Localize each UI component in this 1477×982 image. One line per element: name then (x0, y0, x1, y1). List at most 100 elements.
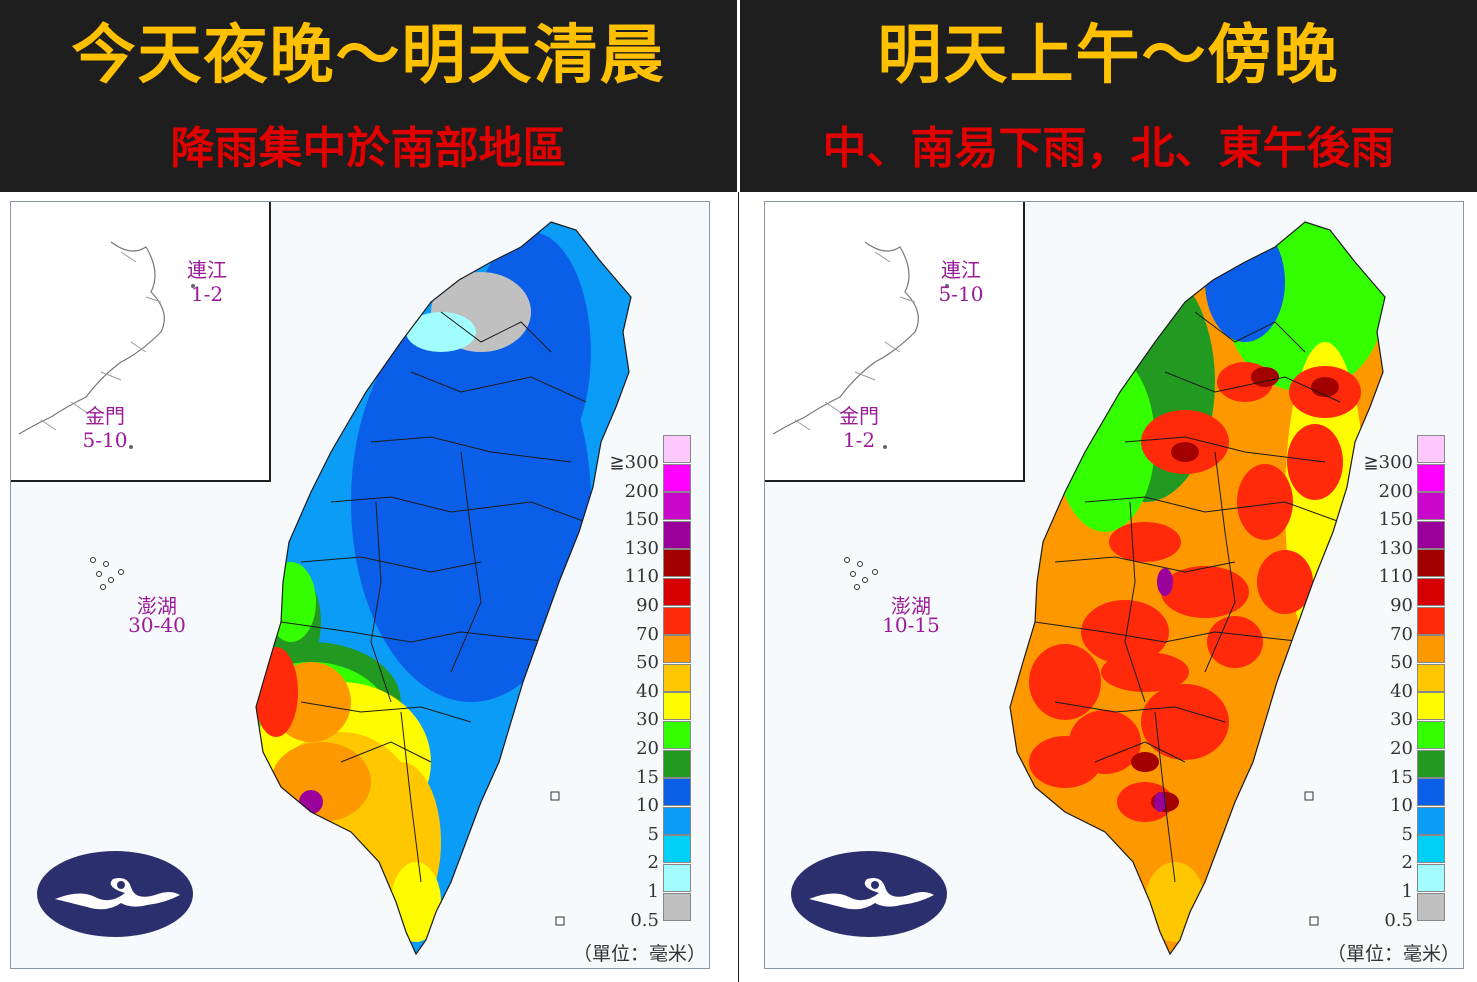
legend-swatch (1417, 892, 1445, 921)
rainfall-area (1131, 752, 1159, 772)
offshore-islands-inset: 連江 1-2 金門 5-10 (11, 202, 271, 482)
legend-swatch (1417, 635, 1445, 664)
offshore-island (1304, 791, 1314, 801)
legend-label: 10 (636, 795, 659, 817)
rainfall-area (1237, 464, 1293, 540)
legend-label: 90 (1390, 595, 1413, 616)
county-border (1034, 621, 1306, 643)
penghu-island (857, 561, 863, 567)
fujian-coastline (18, 241, 195, 449)
legend-label: ≧300 (609, 452, 659, 473)
penghu-name: 澎湖 (137, 594, 177, 618)
county-border (340, 741, 432, 763)
legend-label: 30 (636, 709, 659, 731)
legend-swatch (663, 663, 691, 692)
legend-label: 1 (647, 881, 659, 902)
rainfall-legend: ≧300 200 150 130 110 90 70 50 40 30 20 15 10 5 2 1 0.5 (601, 435, 711, 955)
legend-swatch (663, 463, 691, 492)
matsu-name: 連江 (941, 258, 981, 282)
county-border (1094, 741, 1186, 763)
legend-swatch (1417, 835, 1445, 864)
legend-label: 90 (636, 595, 659, 616)
header: 明天上午～傍晚 中、南易下雨，北、東午後雨 (740, 0, 1477, 192)
penghu-island (850, 571, 856, 577)
rainfall-area (1145, 862, 1205, 942)
legend-swatch (1417, 578, 1445, 606)
kinmen-range: 5-10 (82, 428, 128, 452)
penghu-name: 澎湖 (891, 594, 931, 618)
taiwan-rainfall-shading (844, 221, 1386, 956)
legend-swatch (663, 549, 691, 578)
legend-unit: （單位：毫米） (1326, 943, 1460, 965)
fujian-coastline (772, 241, 949, 449)
cwa-logo (791, 851, 947, 937)
county-border (1194, 311, 1306, 353)
county-border (410, 371, 587, 403)
rainfall-area (1157, 568, 1173, 596)
county-border (450, 451, 482, 673)
legend-swatch (663, 606, 691, 635)
legend-swatch (663, 578, 691, 606)
county-border (1124, 501, 1146, 703)
legend-label: 150 (1378, 509, 1413, 531)
legend-label: 40 (1390, 680, 1413, 702)
rainfall-area (1055, 352, 1155, 532)
rainfall-map: 連江 5-10 金門 1-2 澎湖 10-15 ≧300 200 150 130 110… (764, 201, 1464, 969)
rainfall-area (1029, 644, 1101, 720)
panel-subtitle: 降雨集中於南部地區 (170, 123, 567, 174)
legend-swatch (663, 492, 691, 521)
penghu-island (108, 577, 114, 583)
legend-label: 5 (1401, 823, 1413, 845)
offshore-islands-inset: 連江 5-10 金門 1-2 (765, 202, 1025, 482)
penghu-island (103, 561, 109, 567)
legend-swatch (663, 749, 691, 778)
legend-swatch (1417, 463, 1445, 492)
county-border (370, 501, 392, 703)
offshore-island (555, 916, 565, 926)
taiwan-outline (255, 221, 632, 956)
legend-swatch (1417, 749, 1445, 778)
panel-tonight: 今天夜晚～明天清晨 降雨集中於南部地區 連江 1-2 金門 5-10 澎湖 30… (0, 0, 737, 982)
cwa-logo (37, 851, 193, 937)
county-border (1164, 371, 1341, 403)
legend-swatch (663, 721, 691, 749)
county-border (440, 311, 552, 353)
kinmen-name: 金門 (839, 404, 879, 428)
panel-subtitle: 中、南易下雨，北、東午後雨 (822, 123, 1395, 174)
rainfall-legend: ≧300 200 150 130 110 90 70 50 40 30 20 15 10 5 2 1 0.5 (1355, 435, 1465, 955)
legend-label: 40 (636, 680, 659, 702)
kinmen-name: 金門 (85, 404, 125, 428)
legend-swatch (663, 864, 691, 892)
legend-label: 30 (1390, 709, 1413, 731)
legend-swatch (663, 806, 691, 835)
rainfall-area (1171, 442, 1199, 462)
header: 今天夜晚～明天清晨 降雨集中於南部地區 (0, 0, 737, 192)
rainfall-area (1029, 736, 1101, 788)
legend-unit: （單位：毫米） (572, 943, 706, 965)
legend-label: 70 (636, 623, 659, 645)
legend-label: 10 (1390, 795, 1413, 817)
rainfall-area (271, 742, 371, 822)
penghu-island (854, 584, 860, 590)
rainfall-area (1205, 222, 1285, 342)
legend-label: 130 (624, 537, 659, 559)
penghu-range: 30-40 (128, 613, 186, 637)
county-border (300, 701, 472, 723)
rainfall-area (1207, 616, 1263, 668)
legend-label: 130 (1378, 537, 1413, 559)
legend-swatch (663, 892, 691, 921)
legend-swatch (663, 778, 691, 807)
legend-label: 200 (1378, 480, 1413, 502)
county-border (300, 556, 482, 573)
legend-label: 1 (1401, 881, 1413, 902)
rainfall-area (1311, 377, 1339, 397)
rainfall-area (1251, 367, 1279, 387)
county-border (1124, 436, 1326, 463)
legend-label: 110 (624, 566, 659, 588)
legend-label: 5 (647, 823, 659, 845)
rainfall-area (1081, 600, 1169, 664)
legend-swatch (663, 435, 691, 463)
legend-swatch (663, 835, 691, 864)
legend-swatch (1417, 721, 1445, 749)
penghu-island (96, 571, 102, 577)
